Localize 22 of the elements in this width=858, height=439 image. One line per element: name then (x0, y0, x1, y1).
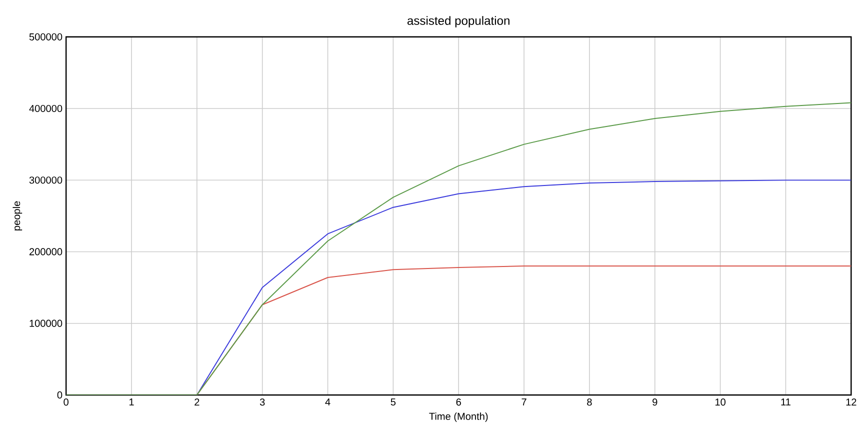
y-tick-label: 0 (57, 391, 62, 399)
y-tick-label: 400000 (29, 104, 62, 112)
y-tick-label: 300000 (29, 176, 62, 184)
x-tick-label: 9 (652, 398, 658, 406)
y-tick-label: 200000 (29, 248, 62, 256)
x-tick-label: 5 (390, 398, 396, 406)
x-tick-label: 12 (846, 398, 856, 406)
x-tick-label: 6 (456, 398, 461, 406)
chart-title: assisted population (407, 16, 510, 28)
x-tick-label: 8 (587, 398, 592, 406)
y-tick-label: 100000 (30, 320, 62, 327)
x-tick-label: 7 (522, 398, 526, 406)
x-tick-label: 0 (64, 398, 68, 406)
x-tick-label: 11 (781, 398, 790, 406)
x-tick-label: 10 (715, 398, 726, 406)
x-tick-label: 1 (129, 398, 134, 406)
x-tick-label: 4 (325, 398, 330, 406)
y-tick-label: 500000 (29, 33, 62, 40)
y-axis-title: people (12, 201, 22, 230)
x-tick-label: 2 (194, 398, 200, 406)
x-axis-title: Time (Month) (429, 412, 488, 422)
x-tick-label: 3 (260, 398, 265, 406)
